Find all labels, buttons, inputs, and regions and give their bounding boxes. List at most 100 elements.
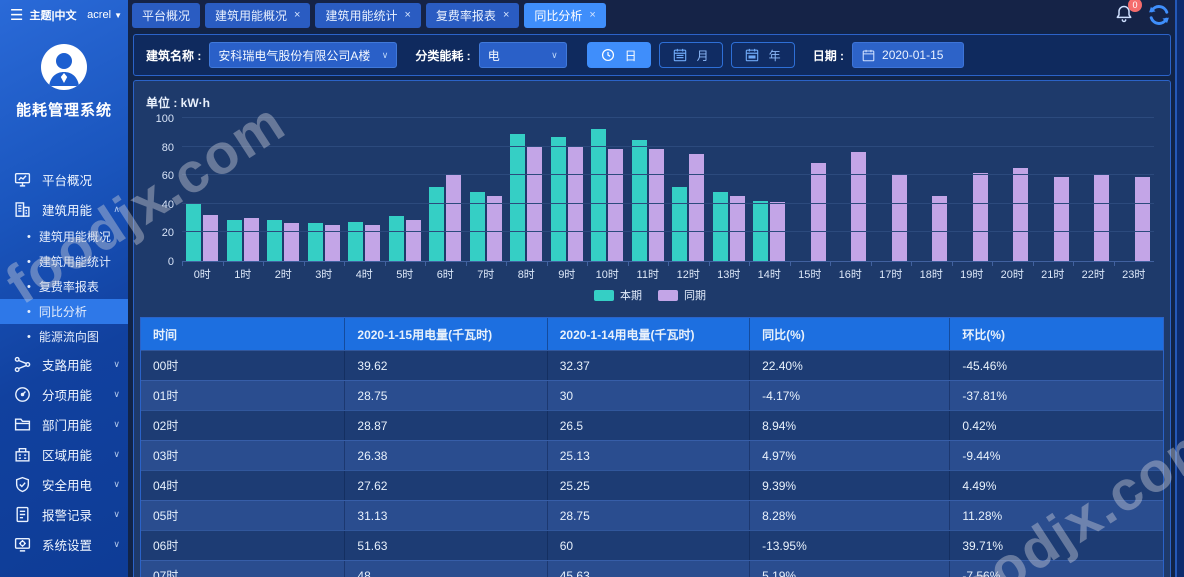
tab-label: 建筑用能概况 bbox=[215, 8, 288, 23]
period-button-label: 日 bbox=[624, 48, 637, 63]
table-row: 02时 28.87 26.5 8.94% 0.42% bbox=[141, 410, 1163, 440]
bar-group-7时 bbox=[466, 119, 507, 261]
legend-item-本期[interactable]: 本期 bbox=[594, 287, 642, 303]
x-axis-tick-label: 13时 bbox=[708, 262, 750, 282]
building-select[interactable]: 安科瑞电气股份有限公司A楼 ∨ bbox=[209, 42, 398, 68]
bar-本期-14时 bbox=[753, 200, 769, 261]
bar-同期-17时 bbox=[891, 173, 907, 261]
sidebar-subitem-能源流向图[interactable]: • 能源流向图 bbox=[0, 324, 128, 349]
y-axis-tick-label: 100 bbox=[155, 113, 174, 125]
close-icon[interactable]: × bbox=[294, 9, 301, 21]
close-icon[interactable]: × bbox=[589, 9, 596, 21]
date-picker[interactable]: 2020-01-15 bbox=[852, 42, 965, 68]
tab-label: 平台概况 bbox=[142, 8, 191, 23]
tab-平台概况[interactable]: 平台概况 bbox=[132, 2, 201, 28]
close-icon[interactable]: × bbox=[404, 9, 411, 21]
bar-chart: 0 20 40 60 80 100 0时 1时 2时 3时 4时 5时 6时 7时 8时 9时 10时 11时 1… bbox=[140, 111, 1160, 307]
table-cell: 5.19% bbox=[750, 561, 951, 577]
bar-同期-12时 bbox=[689, 154, 705, 261]
folder-icon bbox=[14, 416, 31, 433]
clock-icon bbox=[601, 48, 615, 62]
bar-本期-1时 bbox=[226, 219, 242, 261]
chevron-down-icon: ∨ bbox=[381, 49, 389, 60]
legend-item-同期[interactable]: 同期 bbox=[658, 287, 706, 303]
sidebar-item-label: 系统设置 bbox=[42, 538, 93, 553]
table-row: 05时 31.13 28.75 8.28% 11.28% bbox=[141, 500, 1163, 530]
x-axis-tick-label: 19时 bbox=[951, 262, 993, 282]
tab-建筑用能统计[interactable]: 建筑用能统计 × bbox=[315, 2, 421, 28]
chevron-down-icon: ∨ bbox=[113, 358, 120, 369]
user-menu[interactable]: acrel ▼ bbox=[87, 9, 122, 21]
notification-badge: 0 bbox=[1128, 0, 1142, 12]
bar-group-8时 bbox=[506, 119, 547, 261]
sidebar-item-支路用能[interactable]: 支路用能 ∨ bbox=[0, 349, 128, 379]
bar-同期-8时 bbox=[527, 147, 543, 261]
tab-建筑用能概况[interactable]: 建筑用能概况 × bbox=[205, 2, 311, 28]
period-button-日[interactable]: 日 bbox=[586, 42, 651, 68]
table-cell: -37.81% bbox=[962, 388, 1008, 403]
sidebar-item-label: 区域用能 bbox=[42, 448, 93, 463]
sidebar-item-报警记录[interactable]: 报警记录 ∨ bbox=[0, 499, 128, 529]
sidebar-item-部门用能[interactable]: 部门用能 ∨ bbox=[0, 409, 128, 439]
sidebar-item-安全用电[interactable]: 安全用电 ∨ bbox=[0, 469, 128, 499]
sidebar-item-系统设置[interactable]: 系统设置 ∨ bbox=[0, 529, 128, 559]
bar-group-0时 bbox=[182, 119, 223, 261]
sidebar-subitem-建筑用能概况[interactable]: • 建筑用能概况 bbox=[0, 224, 128, 249]
sidebar-subitem-label: 复费率报表 bbox=[38, 280, 99, 294]
hamburger-menu-icon[interactable]: ☰ bbox=[10, 7, 24, 24]
table-cell: 48 bbox=[345, 561, 548, 577]
bullet-icon: • bbox=[27, 230, 31, 243]
x-axis-tick-label: 7时 bbox=[465, 262, 507, 282]
tab-复费率报表[interactable]: 复费率报表 × bbox=[425, 2, 520, 28]
table-cell: 0.42% bbox=[962, 418, 997, 433]
x-axis-tick-label: 4时 bbox=[344, 262, 385, 282]
bar-同期-10时 bbox=[608, 148, 624, 261]
chart-unit-label: 单位 : kW·h bbox=[146, 96, 210, 110]
bar-同期-7时 bbox=[486, 195, 502, 261]
bar-group-14时 bbox=[749, 119, 790, 261]
table-row: 06时 51.63 60 -13.95% 39.71% bbox=[141, 530, 1163, 560]
close-icon[interactable]: × bbox=[502, 9, 510, 21]
sidebar-subitem-同比分析[interactable]: • 同比分析 bbox=[0, 299, 128, 324]
sidebar-subitem-建筑用能统计[interactable]: • 建筑用能统计 bbox=[0, 249, 128, 274]
bar-group-18时 bbox=[911, 119, 952, 261]
table-cell: 28.75 bbox=[345, 381, 548, 410]
table-cell: 28.87 bbox=[345, 411, 548, 440]
sidebar-item-建筑用能[interactable]: 建筑用能 ∧ bbox=[0, 194, 128, 224]
sidebar-subitem-复费率报表[interactable]: • 复费率报表 bbox=[0, 274, 128, 299]
sidebar-item-label: 分项用能 bbox=[42, 388, 93, 403]
x-axis-tick-label: 11时 bbox=[627, 262, 669, 282]
x-axis-tick-label: 6时 bbox=[425, 262, 466, 282]
table-cell: 8.28% bbox=[750, 501, 951, 530]
energy-category-select[interactable]: 电 ∨ bbox=[478, 42, 567, 68]
bullet-icon: • bbox=[27, 330, 31, 343]
bar-本期-13时 bbox=[712, 192, 728, 261]
table-cell: 28.75 bbox=[548, 501, 751, 530]
chevron-down-icon: ∨ bbox=[113, 388, 120, 399]
chevron-down-icon: ∨ bbox=[551, 49, 558, 60]
period-button-年[interactable]: 年 bbox=[730, 42, 795, 68]
table-cell: 00时 bbox=[141, 351, 346, 380]
monitor-icon bbox=[14, 171, 31, 188]
notifications-bell-icon[interactable]: 0 bbox=[1114, 0, 1142, 27]
bar-group-6时 bbox=[425, 119, 466, 261]
table-cell: 25.13 bbox=[548, 441, 751, 470]
table-header-cell: 时间 bbox=[141, 318, 346, 350]
chevron-down-icon: ∨ bbox=[113, 418, 120, 429]
bar-group-21时 bbox=[1033, 119, 1074, 261]
refresh-icon[interactable] bbox=[1148, 4, 1170, 26]
sidebar-item-平台概况[interactable]: 平台概况 bbox=[0, 164, 128, 194]
tab-label: 同比分析 bbox=[534, 8, 583, 23]
period-button-月[interactable]: 月 bbox=[658, 42, 723, 68]
comparison-table: 时间 2020-1-15用电量(千瓦时) 2020-1-14用电量(千瓦时) 同比(%… bbox=[140, 317, 1164, 577]
table-cell: 01时 bbox=[141, 381, 346, 410]
table-cell: 39.71% bbox=[962, 538, 1004, 553]
avatar bbox=[41, 44, 87, 90]
table-row: 03时 26.38 25.13 4.97% -9.44% bbox=[141, 440, 1163, 470]
sidebar-item-区域用能[interactable]: 区域用能 ∨ bbox=[0, 439, 128, 469]
right-edge-strip bbox=[1175, 0, 1184, 577]
tab-同比分析[interactable]: 同比分析 × bbox=[524, 2, 606, 28]
sidebar-item-分项用能[interactable]: 分项用能 ∨ bbox=[0, 379, 128, 409]
sidebar-subitem-label: 建筑用能统计 bbox=[38, 255, 111, 269]
table-cell: 05时 bbox=[141, 501, 346, 530]
